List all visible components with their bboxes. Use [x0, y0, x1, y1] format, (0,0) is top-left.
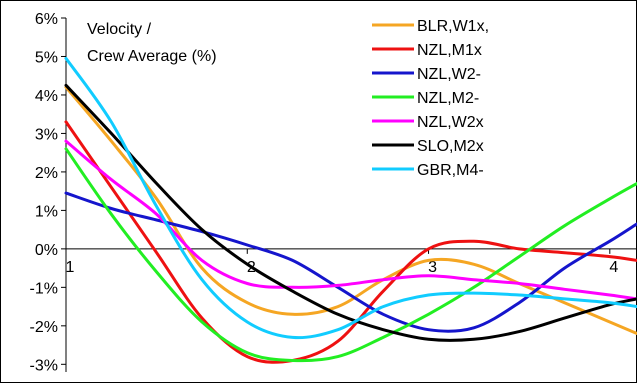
y-tick-label: 6%	[35, 11, 58, 28]
axes: 6%5%4%3%2%1%0%-1%-2%-3%1 2 3 4	[30, 11, 637, 374]
series-line-nzl-w2	[64, 191, 637, 333]
y-tick-label: 3%	[35, 126, 58, 143]
y-tick-label: 1%	[35, 203, 58, 220]
y-tick-label: 2%	[35, 165, 58, 182]
series-layer	[64, 56, 637, 364]
series-line-gbr-m4	[64, 56, 637, 340]
x-tick-label: 3	[428, 259, 437, 276]
legend-label: NZL,M1x	[417, 42, 482, 59]
y-tick-label: -1%	[30, 280, 58, 297]
chart-title: Velocity / Crew Average (%)	[87, 21, 217, 65]
title-line-1: Velocity /	[87, 21, 152, 38]
x-tick-label: 4	[609, 259, 618, 276]
legend-label: NZL,W2x	[417, 114, 484, 131]
series-line-nzl-w2x	[64, 139, 637, 301]
legend: BLR,W1x, NZL,M1x NZL,W2- NZL,M2- NZL,W2x SLO,…	[372, 18, 489, 179]
legend-label: GBR,M4-	[417, 162, 484, 179]
y-tick-label: 5%	[35, 49, 58, 66]
title-line-2: Crew Average (%)	[87, 48, 217, 65]
series-line-nzl-m1x	[64, 120, 637, 364]
y-tick-label: 0%	[35, 242, 58, 259]
legend-label: NZL,M2-	[417, 90, 479, 107]
y-tick-label: 4%	[35, 88, 58, 105]
legend-label: BLR,W1x,	[417, 18, 489, 35]
y-tick-label: -2%	[30, 319, 58, 336]
series-line-nzl-m2	[64, 147, 637, 363]
legend-label: NZL,W2-	[417, 66, 481, 83]
x-tick-label: 1	[66, 259, 75, 276]
legend-label: SLO,M2x	[417, 138, 484, 155]
series-line-slo-m2x	[64, 83, 637, 342]
y-tick-label: -3%	[30, 357, 58, 374]
